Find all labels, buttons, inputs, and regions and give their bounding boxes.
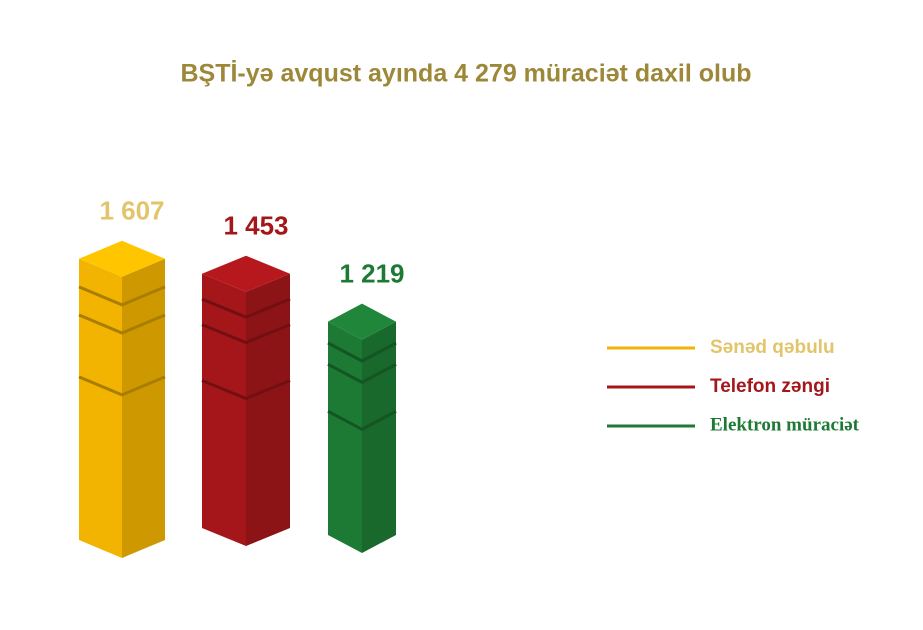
- bar-stripe: [78, 313, 166, 335]
- bar-right-face: [122, 258, 165, 558]
- bar-left-face: [328, 321, 362, 553]
- bar-stripe: [327, 341, 397, 363]
- bar-left-face: [79, 258, 122, 558]
- bar-stripe: [78, 285, 166, 307]
- bar-top-face: [328, 303, 396, 340]
- chart-title: BŞTİ-yə avqust ayında 4 279 müraciət dax…: [180, 60, 751, 88]
- bar-stripe: [327, 409, 397, 431]
- value-label: 1 607: [99, 196, 164, 226]
- bar-stripe: [201, 379, 291, 401]
- bar: [78, 240, 166, 558]
- legend-label: Elektron müraciət: [710, 414, 860, 435]
- value-label: 1 219: [339, 259, 404, 289]
- bar-right-face: [362, 321, 396, 553]
- bar-left-face: [202, 273, 246, 546]
- bar: [327, 303, 397, 553]
- bar-top-face: [79, 240, 165, 277]
- bar-stripe: [201, 323, 291, 345]
- bar: [201, 255, 291, 546]
- bar-right-face: [246, 273, 290, 546]
- legend-label: Telefon zəngi: [710, 376, 830, 397]
- bar-stripe: [327, 363, 397, 385]
- bar-stripe: [78, 375, 166, 397]
- legend-label: Sənəd qəbulu: [710, 337, 835, 358]
- bar-stripe: [201, 297, 291, 319]
- value-label: 1 453: [223, 211, 288, 241]
- bar-top-face: [202, 255, 290, 292]
